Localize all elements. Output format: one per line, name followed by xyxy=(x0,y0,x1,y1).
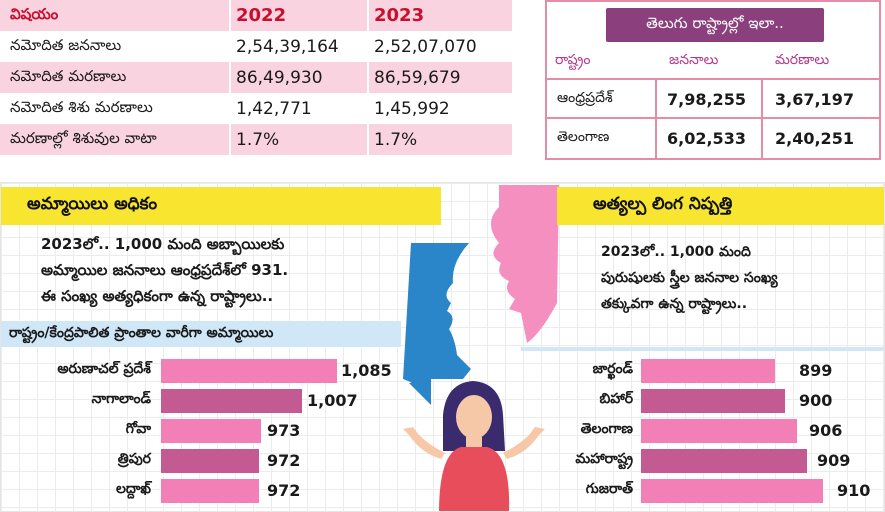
bar xyxy=(641,389,785,413)
row-label: నమోదిత శిశు మరణాలు xyxy=(10,97,153,116)
row-state: ఆంధ్రప్రదేశ్ xyxy=(557,89,613,106)
woman-face xyxy=(456,395,492,439)
bar-label: మహారాష్ట్ర xyxy=(575,451,633,467)
bar xyxy=(641,449,807,473)
bar xyxy=(641,419,797,443)
header-births: జననాలు xyxy=(669,52,719,68)
sex-ratio-infographic: అమ్మాయిలు అధికం 2023లో.. 1,000 మంది అబ్బ… xyxy=(0,182,885,512)
row-value-2023: 1,45,992 xyxy=(374,98,450,119)
row-deaths: 2,40,251 xyxy=(775,128,854,148)
table-row: మరణాల్లో శిశువుల వాటా 1.7% 1.7% xyxy=(0,124,512,155)
text-line: 2023లో.. 1,000 మంది అబ్బాయిలకు xyxy=(41,235,285,253)
row-value-2022: 1,42,771 xyxy=(236,98,312,119)
left-bar-chart: అరుణాచల్ ప్రదేశ్ 1,085 నాగాలాండ్ 1,007 గ… xyxy=(1,359,421,509)
bar-value: 910 xyxy=(837,481,871,500)
bar-value: 899 xyxy=(799,361,833,380)
column-divider xyxy=(655,78,657,158)
table-header-row: విషయం 2022 2023 xyxy=(0,0,512,31)
row-value-2022: 1.7% xyxy=(236,129,280,150)
text-line: ఈ సంఖ్య అత్యధికంగా ఉన్న రాష్ట్రాలు.. xyxy=(41,287,274,305)
column-divider xyxy=(367,0,369,158)
bar-value: 972 xyxy=(267,481,301,500)
right-description: 2023లో.. 1,000 మంది పురుషులకు స్త్రీల జన… xyxy=(601,239,871,317)
bar-label: జార్ఖండ్ xyxy=(592,361,633,377)
bar xyxy=(161,389,302,413)
bar-value: 1,007 xyxy=(307,391,358,410)
bar-label: గుజరాత్ xyxy=(585,481,633,497)
header-state: రాష్ట్రం xyxy=(555,52,591,68)
header-2022: 2022 xyxy=(236,5,287,26)
woman-figure xyxy=(403,381,545,511)
right-bar-chart: జార్ఖండ్ 899 బిహార్ 900 తెలంగాణ 906 మహార… xyxy=(521,359,884,509)
table-row: తెలంగాణ 6,02,533 2,40,251 xyxy=(549,119,879,157)
row-births: 7,98,255 xyxy=(667,89,746,109)
woman-right-arm xyxy=(503,427,545,459)
divider xyxy=(547,78,879,80)
table-row: నమోదిత జననాలు 2,54,39,164 2,52,07,070 xyxy=(0,31,512,62)
bar xyxy=(641,359,775,383)
left-heading: అమ్మాయిలు అధికం xyxy=(1,187,441,225)
birth-death-table: విషయం 2022 2023 నమోదిత జననాలు 2,54,39,16… xyxy=(0,0,512,160)
table-row: నమోదిత శిశు మరణాలు 1,42,771 1,45,992 xyxy=(0,93,512,124)
bar-label: బిహార్ xyxy=(599,391,633,407)
row-label: నమోదిత మరణాలు xyxy=(10,66,127,85)
bar-value: 972 xyxy=(267,451,301,470)
bar xyxy=(161,449,259,473)
row-deaths: 3,67,197 xyxy=(775,89,854,109)
text-line: పురుషులకు స్త్రీల జననాల సంఖ్య xyxy=(601,270,778,286)
bar-value: 1,085 xyxy=(341,361,392,380)
row-births: 6,02,533 xyxy=(667,128,746,148)
faces-illustration xyxy=(403,185,559,511)
row-value-2022: 2,54,39,164 xyxy=(236,36,339,57)
bar xyxy=(161,479,259,503)
text-line: 2023లో.. 1,000 మంది xyxy=(601,244,751,260)
states-table-title: తెలుగు రాష్ట్రాల్లో ఇలా.. xyxy=(606,8,824,42)
row-value-2022: 86,49,930 xyxy=(236,67,323,88)
bar-value: 900 xyxy=(799,391,833,410)
bar xyxy=(641,479,823,503)
right-heading: అత్యల్ప లింగ నిష్పత్తి xyxy=(557,187,884,225)
divider xyxy=(521,347,884,351)
male-face-silhouette xyxy=(403,243,471,403)
bar-label: అరుణాచల్ ప్రదేశ్ xyxy=(57,361,151,377)
bar-value: 906 xyxy=(809,421,843,440)
speech-tail xyxy=(409,379,431,405)
bar xyxy=(161,359,337,383)
row-value-2023: 1.7% xyxy=(374,129,418,150)
column-divider xyxy=(229,0,231,158)
bar xyxy=(161,419,261,443)
bar-value: 909 xyxy=(817,451,851,470)
bar-label: తెలంగాణ xyxy=(580,421,633,437)
woman-neck xyxy=(466,437,482,449)
table-row: ఆంధ్రప్రదేశ్ 7,98,255 3,67,197 xyxy=(549,80,879,118)
bar-label: లద్దాఖ్ xyxy=(115,481,151,497)
female-face-silhouette xyxy=(491,185,559,343)
bar-value: 973 xyxy=(267,421,301,440)
header-subject: విషయం xyxy=(10,4,59,23)
divider xyxy=(547,117,879,119)
column-divider xyxy=(761,78,763,158)
row-label: నమోదిత జననాలు xyxy=(10,35,122,54)
text-line: తక్కువగా ఉన్న రాష్ట్రాలు.. xyxy=(601,296,748,312)
row-label: మరణాల్లో శిశువుల వాటా xyxy=(10,128,157,147)
header-deaths: మరణాలు xyxy=(775,52,830,68)
bar-label: గోవా xyxy=(125,421,151,437)
row-state: తెలంగాణ xyxy=(557,128,610,145)
left-subheading: రాష్ట్రం/కేంద్రపాలిత ప్రాంతాల వారీగా అమ్… xyxy=(1,321,401,347)
row-value-2023: 86,59,679 xyxy=(374,67,461,88)
woman-shirt xyxy=(439,447,510,511)
header-2023: 2023 xyxy=(374,5,425,26)
row-value-2023: 2,52,07,070 xyxy=(374,36,477,57)
bar-label: నాగాలాండ్ xyxy=(91,391,151,407)
text-line: అమ్మాయిల జననాలు ఆంధ్రప్రదేశ్‌లో 931. xyxy=(41,261,289,279)
table-row: నమోదిత మరణాలు 86,49,930 86,59,679 xyxy=(0,62,512,93)
left-description: 2023లో.. 1,000 మంది అబ్బాయిలకు అమ్మాయిల … xyxy=(41,231,401,309)
woman-left-arm xyxy=(403,427,445,459)
bar-label: త్రిపుర xyxy=(117,451,151,467)
